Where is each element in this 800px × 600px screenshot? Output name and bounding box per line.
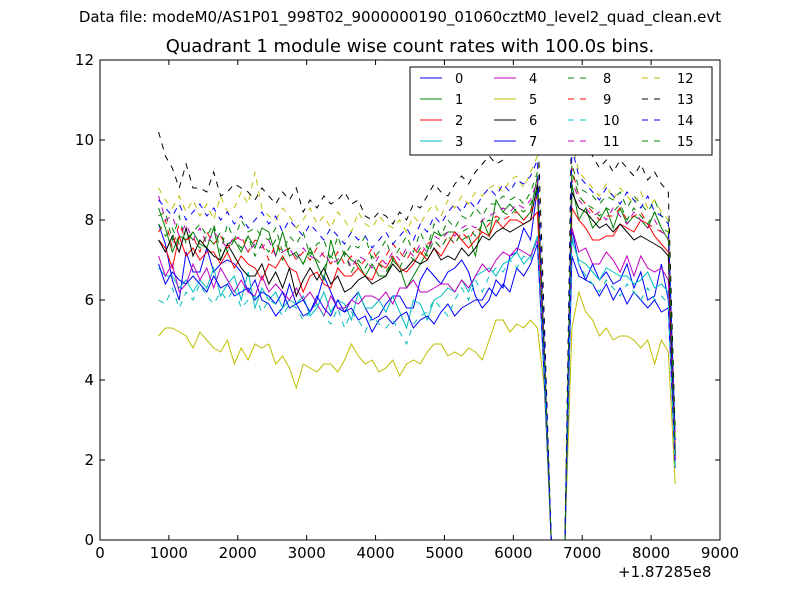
legend-label-8: 8 <box>603 72 611 87</box>
series-line-9 <box>158 167 676 541</box>
series-line-2 <box>158 206 676 541</box>
legend-label-0: 0 <box>455 72 463 87</box>
x-tick-label: 3000 <box>288 544 326 562</box>
y-tick-label: 12 <box>75 51 94 69</box>
legend-label-12: 12 <box>677 72 694 87</box>
series-line-11 <box>158 179 676 541</box>
axis-ticks: 0 1000 2000 3000 4000 5000 6000 7000 8000 9000 0 2 4… <box>75 51 739 562</box>
x-tick-label: 7000 <box>563 544 601 562</box>
series-line-14 <box>158 147 676 541</box>
legend-label-1: 1 <box>455 93 463 108</box>
legend-label-9: 9 <box>603 93 611 108</box>
legend-label-13: 13 <box>677 93 694 108</box>
series-line-3 <box>158 235 676 541</box>
legend-label-5: 5 <box>529 93 537 108</box>
series-line-8 <box>158 163 676 541</box>
x-tick-label: 2000 <box>219 544 257 562</box>
series-line-15 <box>158 171 676 541</box>
series-line-5 <box>158 290 676 541</box>
x-tick-label: 8000 <box>632 544 670 562</box>
series-line-0 <box>158 187 676 541</box>
y-tick-label: 0 <box>84 531 94 549</box>
x-axis-offset-label: +1.87285e8 <box>618 563 712 581</box>
legend-box <box>409 66 713 156</box>
series-line-10 <box>158 235 676 541</box>
legend-label-10: 10 <box>603 114 620 129</box>
series-line-6 <box>158 183 676 541</box>
x-tick-label: 0 <box>95 544 105 562</box>
x-tick-label: 4000 <box>356 544 394 562</box>
legend-label-14: 14 <box>677 114 694 129</box>
y-tick-label: 4 <box>84 371 94 389</box>
y-tick-label: 2 <box>84 451 94 469</box>
y-tick-label: 6 <box>84 291 94 309</box>
x-tick-label: 9000 <box>701 544 739 562</box>
legend-label-11: 11 <box>603 135 620 150</box>
legend-label-2: 2 <box>455 114 463 129</box>
series-layer <box>158 99 676 541</box>
legend-label-15: 15 <box>677 135 694 150</box>
y-tick-label: 10 <box>75 131 94 149</box>
legend-label-6: 6 <box>529 114 537 129</box>
series-line-12 <box>158 139 676 541</box>
chart-title: Quadrant 1 module wise count rates with … <box>165 36 655 57</box>
legend-label-4: 4 <box>529 72 537 87</box>
figure-suptitle: Data file: modeM0/AS1P01_998T02_90000001… <box>78 8 722 26</box>
y-tick-label: 8 <box>84 211 94 229</box>
series-line-1 <box>158 175 676 541</box>
x-tick-label: 5000 <box>425 544 463 562</box>
legend-label-3: 3 <box>455 135 463 150</box>
series-line-7 <box>158 243 676 541</box>
x-tick-label: 1000 <box>150 544 188 562</box>
legend-label-7: 7 <box>529 135 537 150</box>
x-tick-label: 6000 <box>494 544 532 562</box>
series-line-4 <box>158 227 676 541</box>
